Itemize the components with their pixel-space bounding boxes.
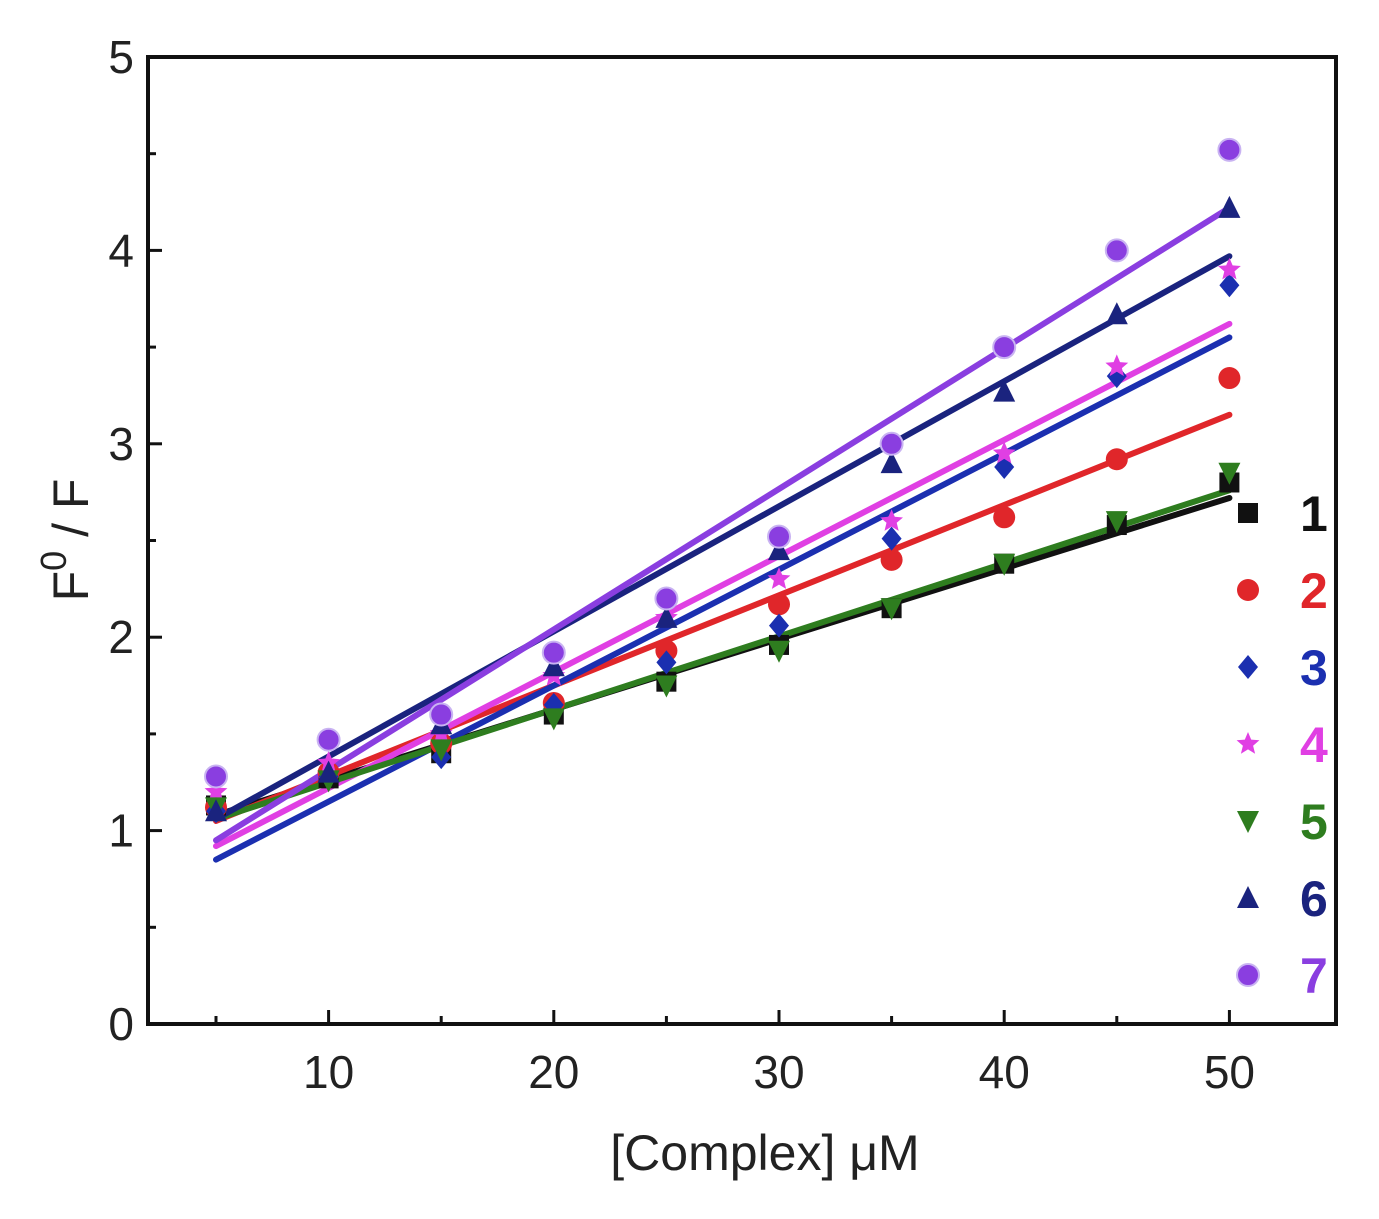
legend-marker-6: [1237, 886, 1259, 908]
legend-label-5: 5: [1300, 794, 1328, 850]
data-point-series-5: [1218, 462, 1241, 485]
data-point-series-6: [768, 538, 790, 561]
data-point-series-5: [993, 553, 1016, 576]
data-point-series-2: [1218, 367, 1241, 390]
y-tick-label: 5: [108, 31, 134, 83]
data-point-series-6: [317, 760, 340, 783]
data-point-series-5: [768, 640, 790, 663]
y-tick-label: 1: [108, 805, 134, 857]
data-point-series-4: [880, 509, 903, 531]
data-point-series-6: [1218, 195, 1241, 218]
x-tick-label: 20: [528, 1046, 579, 1098]
data-point-series-4: [767, 567, 791, 589]
data-point-series-3: [656, 650, 677, 675]
legend-marker-2: [1237, 579, 1259, 601]
data-point-series-3: [881, 526, 902, 551]
data-point-series-4: [1218, 257, 1241, 280]
legend-marker-1: [1238, 503, 1258, 523]
data-point-series-6: [205, 799, 227, 822]
data-point-series-6: [880, 451, 903, 474]
data-point-series-4: [992, 441, 1016, 464]
data-point-series-7: [1217, 137, 1242, 162]
data-point-series-2: [768, 593, 790, 616]
fit-line-series-6: [213, 253, 1233, 822]
data-point-series-5: [880, 598, 903, 621]
x-axis-title: [Complex] μM: [610, 1125, 919, 1181]
legend-marker-3: [1238, 655, 1258, 679]
legend-label-2: 2: [1300, 563, 1328, 619]
data-point-series-5: [1105, 511, 1128, 534]
data-point-series-2: [1105, 448, 1128, 471]
data-point-series-2: [880, 548, 903, 571]
x-tick-label: 50: [1204, 1046, 1255, 1098]
fit-line-series-7: [213, 204, 1233, 844]
y-tick-label: 4: [108, 224, 134, 276]
legend-marker-4: [1236, 732, 1260, 754]
data-point-series-2: [993, 506, 1016, 529]
data-point-series-7: [992, 335, 1017, 360]
data-point-series-4: [204, 779, 228, 802]
y-tick-label: 3: [108, 418, 134, 470]
data-point-series-7: [429, 702, 454, 727]
fit-line-series-2: [213, 411, 1233, 824]
legend-label-1: 1: [1300, 486, 1328, 542]
data-point-series-6: [542, 654, 565, 677]
data-point-series-5: [542, 708, 565, 731]
data-point-series-4: [1105, 354, 1129, 377]
fit-line-series-4: [213, 320, 1233, 850]
data-point-series-6: [1105, 302, 1128, 325]
fit-line-series-3: [213, 334, 1233, 863]
x-tick-label: 30: [753, 1046, 804, 1098]
data-point-series-7: [879, 431, 904, 456]
legend-label-3: 3: [1300, 640, 1328, 696]
data-point-series-7: [541, 640, 566, 665]
y-tick-label: 0: [108, 998, 134, 1050]
data-point-series-6: [993, 379, 1016, 402]
y-axis-title: F0 / F: [33, 479, 99, 602]
x-tick-label: 40: [979, 1046, 1030, 1098]
data-point-series-7: [316, 727, 341, 752]
data-point-series-3: [1219, 273, 1240, 298]
fit-line-series-5: [213, 487, 1233, 822]
x-tick-label: 10: [303, 1046, 354, 1098]
y-tick-label: 2: [108, 611, 134, 663]
plot-frame: [146, 55, 1338, 1026]
data-point-series-7: [767, 524, 791, 549]
data-point-series-5: [430, 739, 453, 762]
data-point-series-6: [655, 605, 678, 628]
data-point-series-3: [769, 613, 789, 638]
legend-marker-7: [1236, 963, 1260, 987]
data-point-series-7: [1104, 238, 1129, 263]
legend-label-6: 6: [1300, 871, 1328, 927]
data-point-series-7: [204, 764, 228, 789]
legend-label-7: 7: [1300, 948, 1328, 1004]
data-point-series-5: [655, 675, 678, 698]
legend-label-4: 4: [1300, 717, 1328, 773]
data-point-series-7: [654, 586, 679, 611]
legend-marker-5: [1237, 811, 1259, 833]
